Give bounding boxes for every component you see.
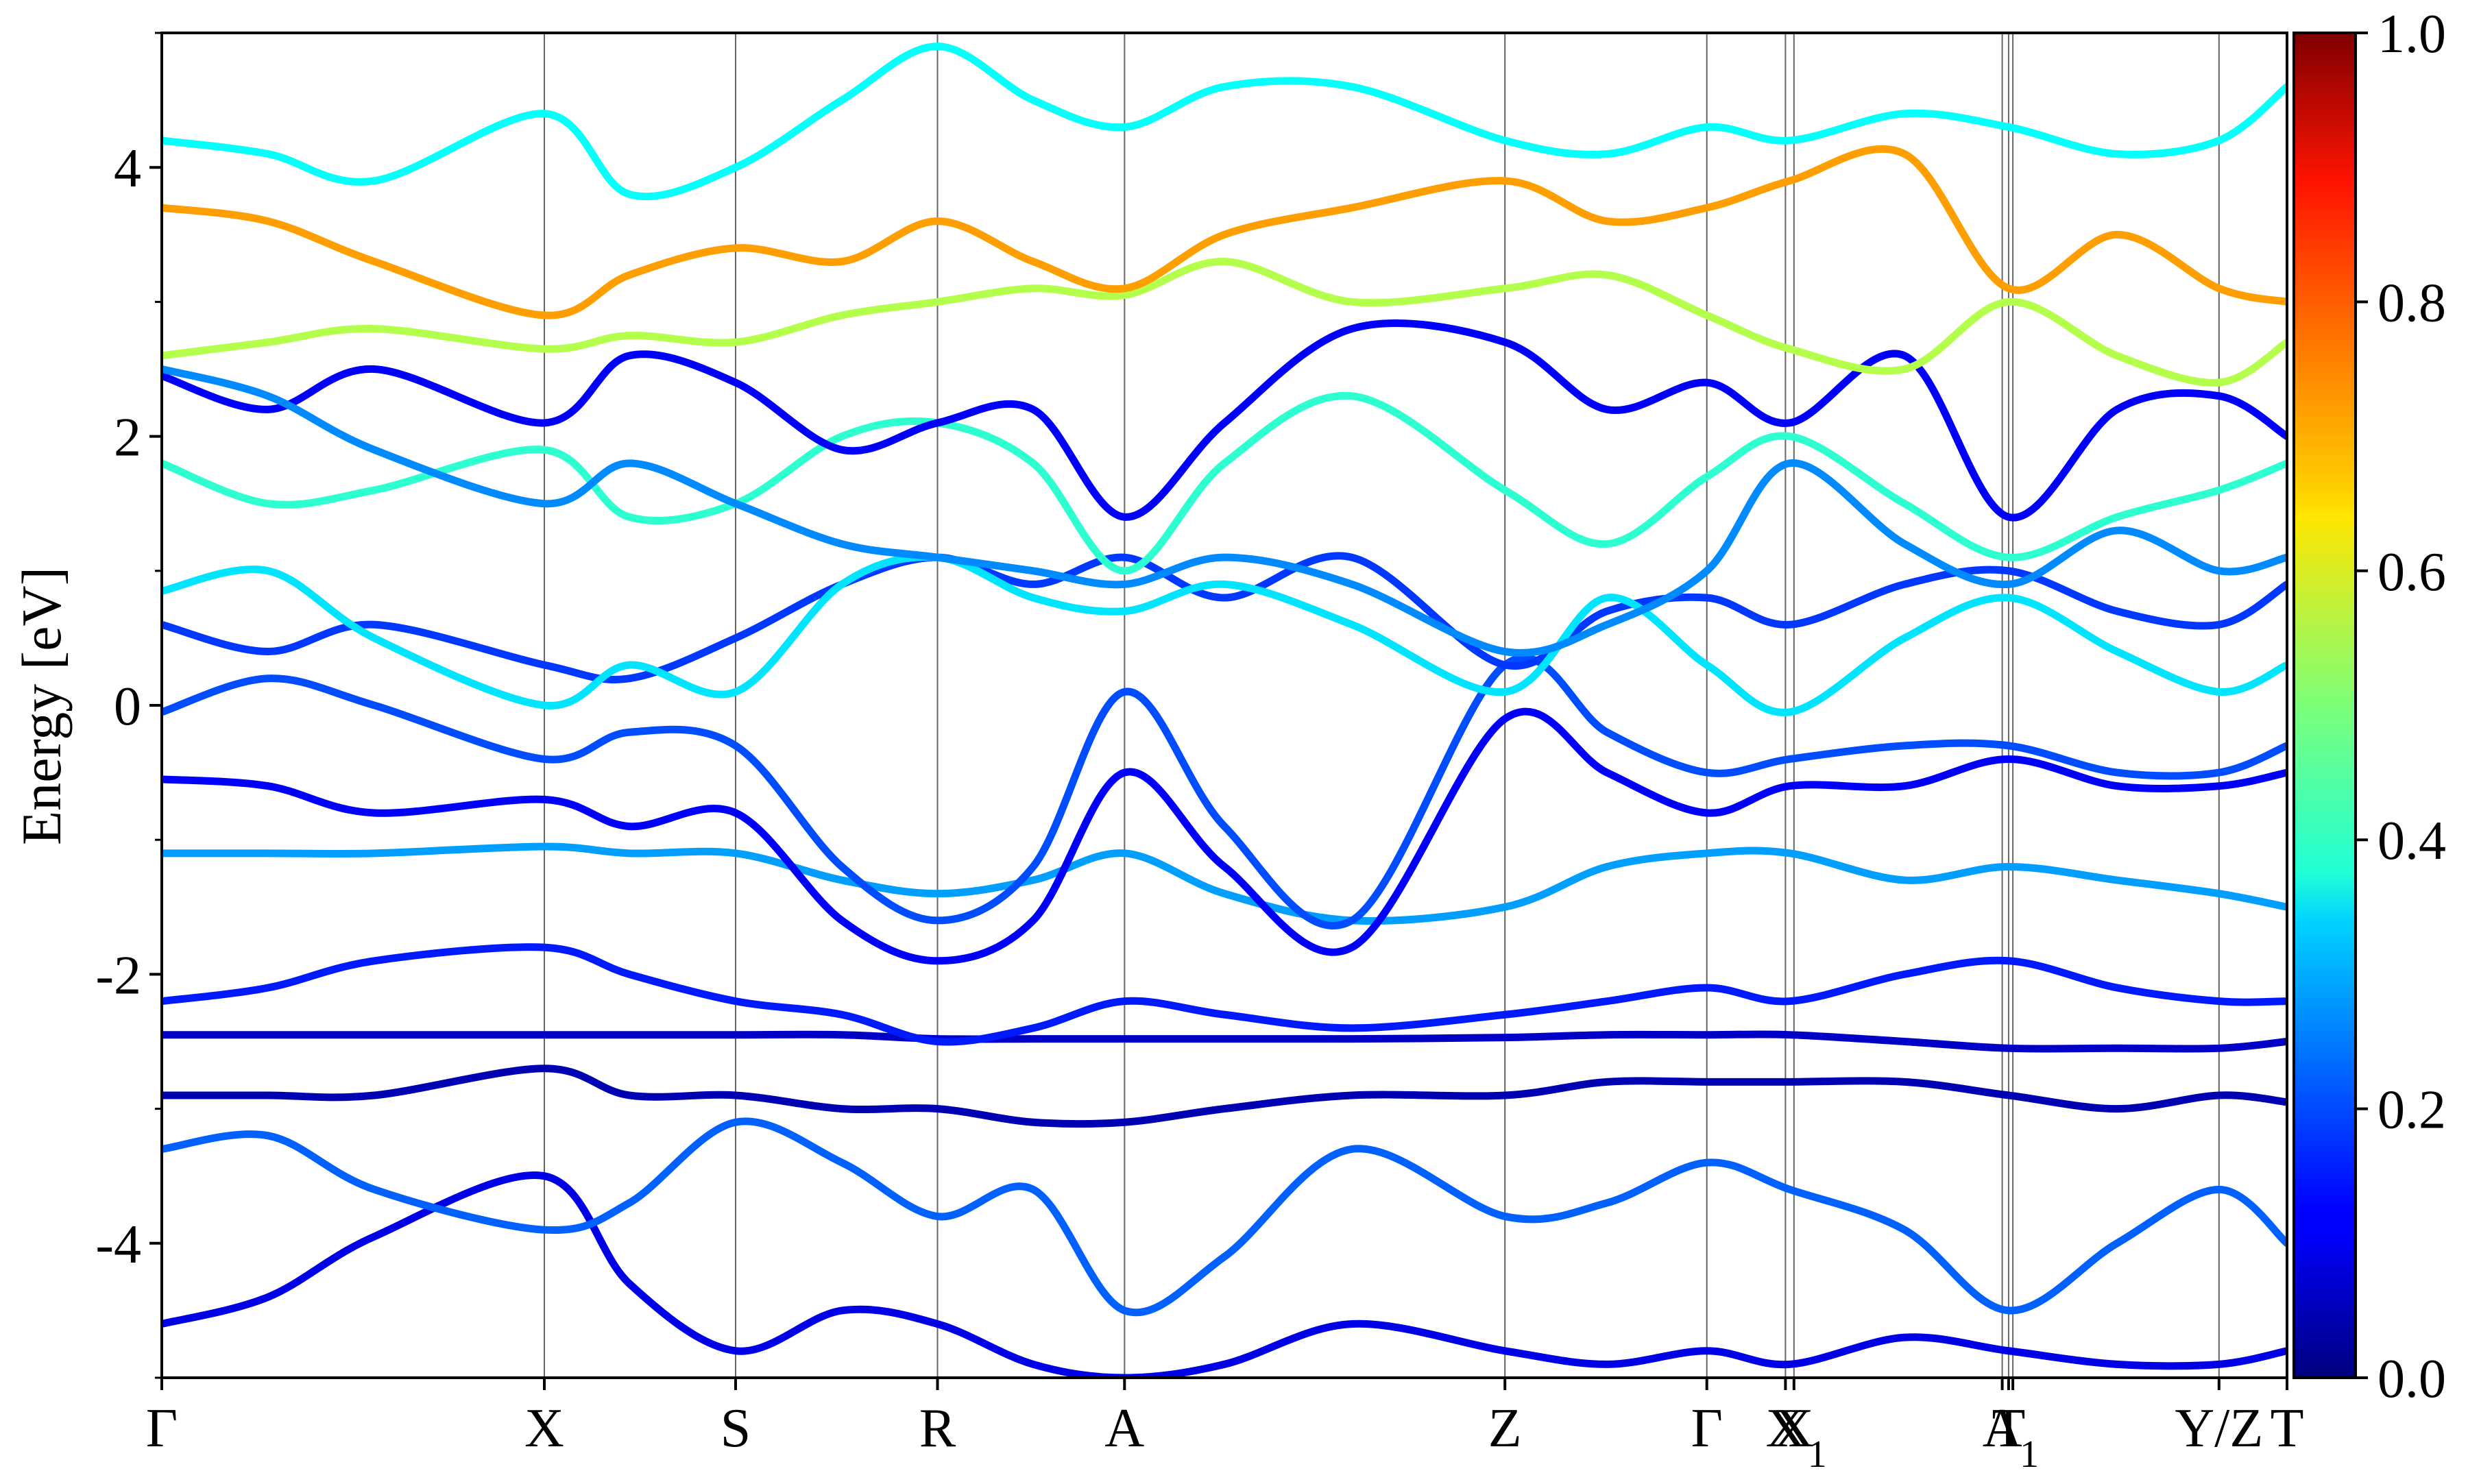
band-line-9: [162, 553, 2287, 716]
colorbar-tick-label-3: 0.4: [2378, 811, 2446, 871]
x-tick-subscript-11: 1: [2020, 1433, 2039, 1476]
band-line-12: [162, 258, 2287, 387]
x-axis-ticks: Γ X S R A Z Γ XX1 AT1 Y/Z T: [146, 1378, 2304, 1476]
y-tick-label-4: -4: [95, 1215, 141, 1275]
x-tick-label-1: X: [524, 1398, 564, 1459]
x-tick-label-13: T: [2271, 1398, 2304, 1459]
band-line-10: [162, 391, 2287, 575]
y-axis-label: Energy [eV]: [10, 567, 73, 845]
band-line-13: [162, 145, 2287, 319]
colorbar-tick-label-4: 0.2: [2378, 1080, 2446, 1141]
band-line-6: [162, 707, 2287, 965]
band-line-2: [162, 1065, 2287, 1128]
band-line-7: [162, 654, 2287, 929]
band-line-14: [162, 42, 2287, 201]
x-tick-label-6: Γ: [1691, 1398, 1723, 1459]
colorbar-ticks: 1.0 0.8 0.6 0.4 0.2 0.0: [2356, 4, 2446, 1409]
band-line-0: [162, 1171, 2287, 1378]
x-tick-label-9: A: [1983, 1398, 2022, 1459]
x-tick-label-4: A: [1104, 1398, 1144, 1459]
x-tick-label-8: X: [1774, 1398, 1814, 1459]
band-line-1: [162, 1117, 2287, 1317]
band-line-15: [162, 365, 2287, 657]
y-tick-label-2: 0: [114, 677, 141, 737]
band-line-3: [162, 1030, 2287, 1053]
x-tick-label-7: X: [1766, 1398, 1806, 1459]
band-line-8: [162, 552, 2287, 683]
y-tick-label-3: -2: [95, 945, 141, 1006]
colorbar-tick-label-2: 0.6: [2378, 542, 2446, 603]
colorbar-tick-label-0: 1.0: [2378, 4, 2446, 64]
colorbar-tick-label-1: 0.8: [2378, 273, 2446, 333]
high-symmetry-lines: [544, 33, 2220, 1378]
x-tick-label-0: Γ: [146, 1398, 178, 1459]
y-tick-label-0: 4: [114, 138, 141, 199]
colorbar: [2292, 32, 2357, 1379]
y-axis-ticks: 4 2 0 -2 -4: [95, 32, 162, 1379]
band-line-5: [162, 842, 2287, 925]
x-tick-label-3: R: [919, 1398, 956, 1459]
colorbar-tick-label-5: 0.0: [2378, 1349, 2446, 1409]
x-tick-label-12: Y/Z: [2175, 1398, 2263, 1459]
band-line-11: [162, 319, 2287, 522]
y-tick-label-1: 2: [114, 408, 141, 468]
x-tick-subscript-8: 1: [1808, 1433, 1827, 1476]
x-tick-label-2: S: [721, 1398, 751, 1459]
band-lines: [162, 42, 2287, 1378]
band-line-4: [162, 943, 2287, 1046]
x-tick-label-5: Z: [1488, 1398, 1522, 1459]
x-tick-label-10: T: [1992, 1398, 2025, 1459]
